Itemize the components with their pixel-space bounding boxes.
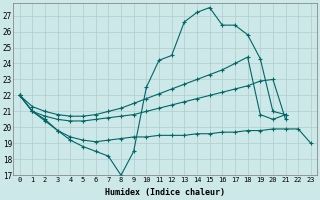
X-axis label: Humidex (Indice chaleur): Humidex (Indice chaleur) xyxy=(105,188,225,197)
